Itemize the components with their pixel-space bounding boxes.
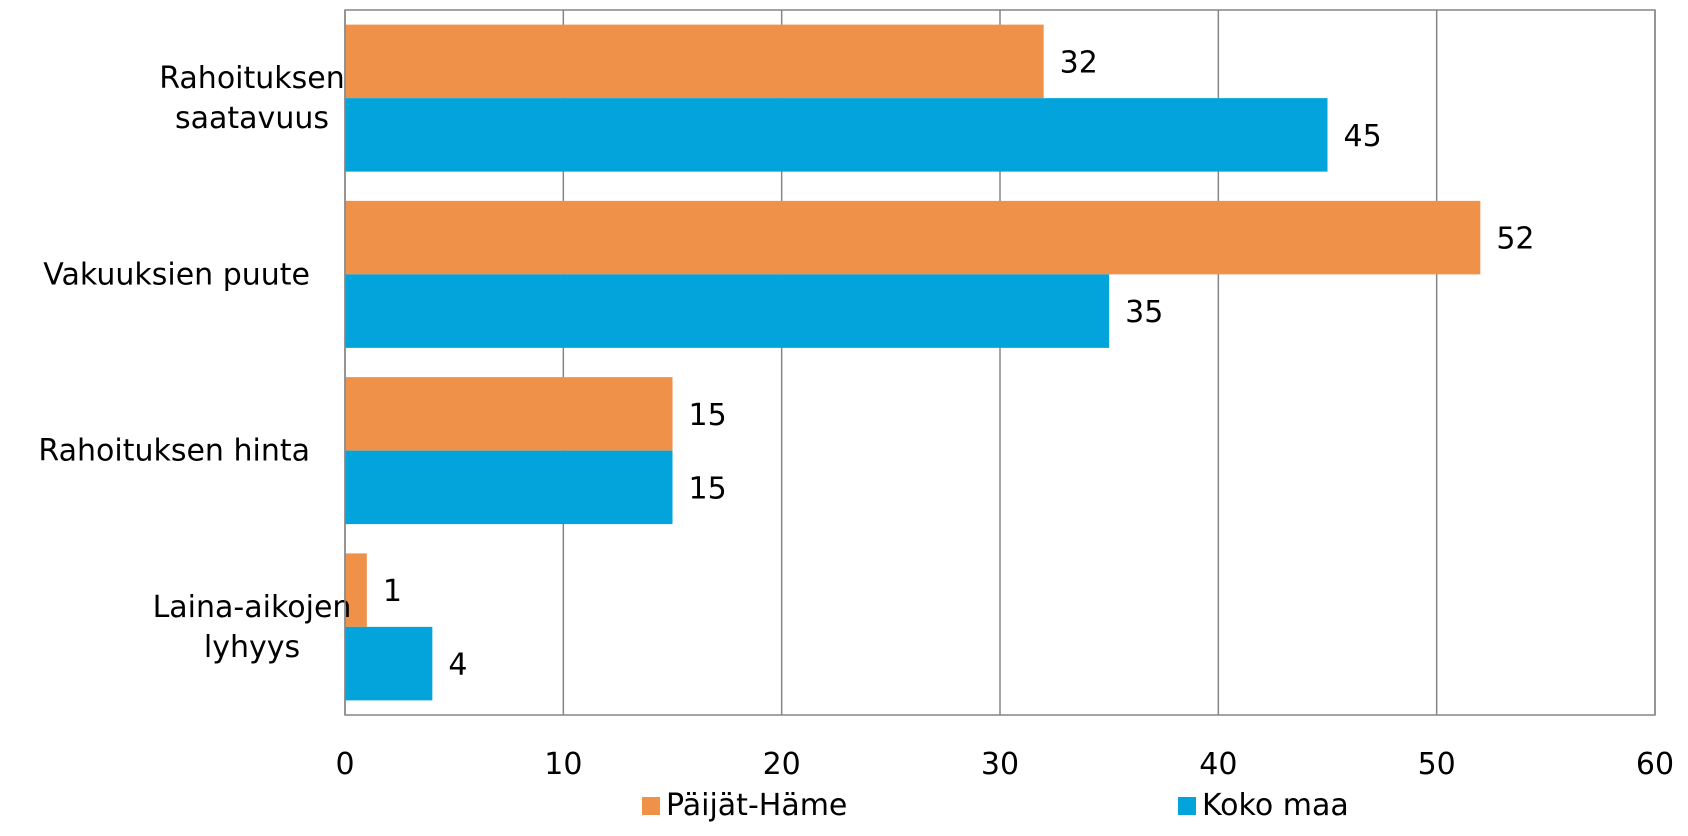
data-labels: 32 45 52 35 15 15 1 4 bbox=[383, 45, 1535, 682]
legend-swatch-paijat-hame bbox=[642, 797, 660, 815]
data-label-koko-maa-3: 15 bbox=[689, 471, 727, 506]
category-label-3: Rahoituksen hinta bbox=[38, 434, 310, 469]
category-label-1-line-1: Rahoituksen bbox=[159, 61, 345, 96]
category-label-1-line-2: saatavuus bbox=[175, 101, 329, 136]
data-label-koko-maa-1: 45 bbox=[1344, 119, 1382, 154]
bar-koko-maa-2 bbox=[345, 274, 1110, 348]
x-tick-label-20: 20 bbox=[763, 747, 801, 782]
category-label-4-line-2: lyhyys bbox=[204, 630, 300, 665]
x-tick-label-50: 50 bbox=[1418, 747, 1456, 782]
legend-label-paijat-hame: Päijät-Häme bbox=[666, 788, 848, 823]
data-label-paijat-hame-3: 15 bbox=[689, 398, 727, 433]
legend-label-koko-maa: Koko maa bbox=[1202, 788, 1349, 823]
bar-koko-maa-3 bbox=[345, 450, 673, 525]
bars bbox=[345, 24, 1481, 701]
bar-paijat-hame-4 bbox=[345, 553, 367, 627]
x-tick-label-0: 0 bbox=[335, 747, 354, 782]
legend-item-koko-maa: Koko maa bbox=[1178, 786, 1349, 826]
category-label-4-line-1: Laina-aikojen bbox=[153, 590, 352, 625]
x-axis-tick-labels: 0 10 20 30 40 50 60 bbox=[335, 747, 1674, 782]
bar-paijat-hame-1 bbox=[345, 24, 1044, 99]
bar-koko-maa-1 bbox=[345, 98, 1328, 172]
legend: Päijät-Häme Koko maa bbox=[0, 786, 1688, 830]
bar-paijat-hame-2 bbox=[345, 200, 1481, 275]
x-tick-label-10: 10 bbox=[544, 747, 582, 782]
x-tick-label-60: 60 bbox=[1636, 747, 1674, 782]
data-label-koko-maa-4: 4 bbox=[448, 648, 467, 683]
legend-swatch-koko-maa bbox=[1178, 797, 1196, 815]
bar-koko-maa-4 bbox=[345, 626, 433, 701]
data-label-paijat-hame-2: 52 bbox=[1496, 222, 1534, 257]
legend-item-paijat-hame: Päijät-Häme bbox=[642, 786, 847, 826]
data-label-koko-maa-2: 35 bbox=[1125, 295, 1163, 330]
category-labels: Rahoituksen saatavuus Vakuuksien puute Raho… bbox=[38, 61, 351, 665]
category-label-2: Vakuuksien puute bbox=[43, 257, 310, 292]
x-tick-label-30: 30 bbox=[981, 747, 1019, 782]
data-label-paijat-hame-1: 32 bbox=[1060, 45, 1098, 80]
data-label-paijat-hame-4: 1 bbox=[383, 574, 402, 609]
bar-paijat-hame-3 bbox=[345, 377, 673, 451]
x-tick-label-40: 40 bbox=[1199, 747, 1237, 782]
